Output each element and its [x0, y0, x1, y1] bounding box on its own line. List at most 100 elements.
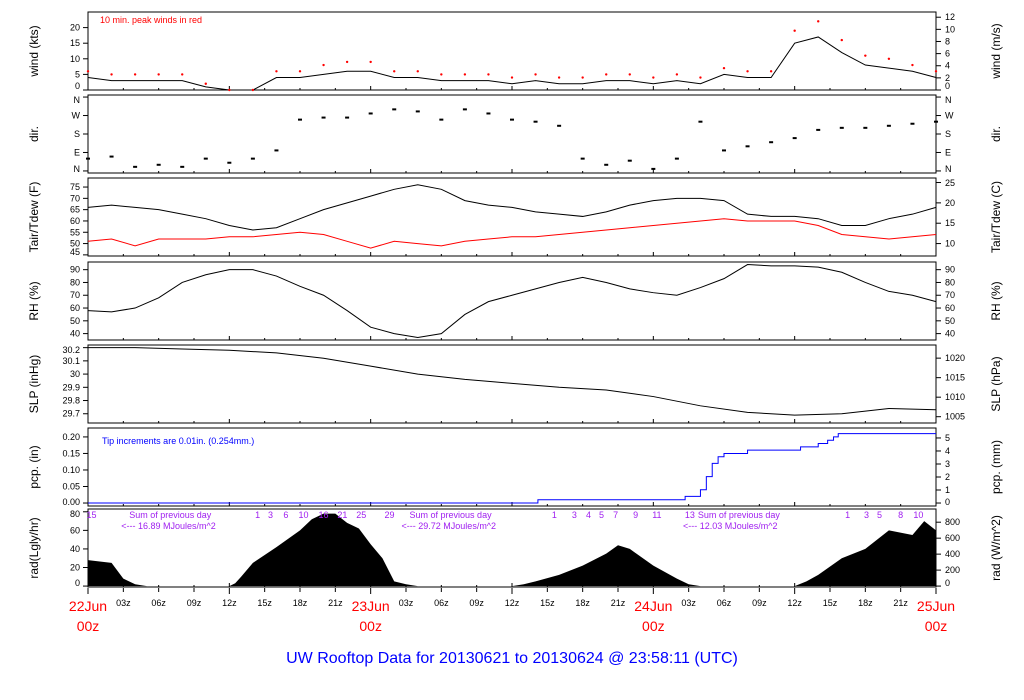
rad-hour-count: 29: [385, 510, 395, 520]
slp-left-tick-label: 29.9: [62, 382, 80, 392]
wind-peak-point: [322, 63, 325, 67]
wind-left-tick-label: 5: [75, 69, 80, 79]
temp-left-tick-label: 55: [70, 227, 80, 237]
rad-hour-count: 21: [337, 510, 347, 520]
wind-peak-point: [86, 70, 90, 73]
temp-left-tick-label: 45: [70, 247, 80, 257]
dir-panel-frame: [87, 94, 937, 174]
x-axis-hour-label: 15z: [540, 598, 555, 608]
x-axis-day-label: 23Jun: [352, 598, 390, 614]
dir-point: [298, 118, 302, 121]
rh-ylabel-right: RH (%): [989, 281, 1003, 320]
rh-panel-frame: [87, 261, 937, 341]
wind-peak-point: [581, 76, 584, 79]
rh-right-tick-label: 40: [945, 329, 955, 339]
x-axis-hour-label: 03z: [681, 598, 696, 608]
wind-peak-point: [487, 73, 490, 76]
wind-peak-point: [887, 57, 891, 60]
rh-left-tick-label: 70: [70, 290, 80, 300]
rad-daily-sum-value: <--- 12.03 MJoules/m^2: [683, 521, 778, 531]
temp-left-tick-label: 70: [70, 193, 80, 203]
rad-hour-count: 3: [864, 510, 869, 520]
temp-ylabel: Tair/Tdew (F): [27, 182, 41, 253]
rad-right-tick-label: 200: [945, 565, 960, 575]
wind-peak-point: [864, 54, 867, 57]
rad-area: [88, 513, 936, 587]
dir-right-tick-label: N: [945, 164, 952, 174]
x-axis-day-label: 24Jun: [634, 598, 672, 614]
rad-hour-count: 9: [633, 510, 638, 520]
rad-hour-count: 11: [652, 510, 661, 520]
wind-peak-point: [534, 73, 537, 76]
temp-left-tick-label: 50: [70, 239, 80, 249]
rh-ylabel: RH (%): [27, 281, 41, 320]
slp-left-tick-label: 30: [70, 369, 80, 379]
dir-point: [910, 122, 915, 125]
rad-daily-sum-label: Sum of previous day: [698, 510, 781, 520]
wind-peak-point: [369, 60, 372, 64]
slp-right-tick-label: 1010: [945, 392, 965, 402]
x-axis-hour-label: 21z: [611, 598, 626, 608]
pcp-ylabel-right: pcp. (mm): [989, 440, 1003, 494]
pcp-left-tick-label: 0.00: [62, 497, 80, 507]
dir-point: [627, 159, 632, 162]
slp-ylabel-right: SLP (hPa): [989, 356, 1003, 411]
x-axis-day-time: 00z: [77, 618, 100, 634]
x-axis-hour-label: 03z: [116, 598, 131, 608]
dir-left-tick-label: W: [72, 111, 81, 121]
wind-peak-point: [510, 76, 514, 79]
x-axis-hour-label: 12z: [787, 598, 802, 608]
dir-point: [651, 167, 656, 170]
rad-right-tick-label: 800: [945, 517, 960, 527]
pcp-ylabel: pcp. (in): [27, 445, 41, 488]
slp-panel-frame: [87, 344, 937, 424]
wind-peak-point: [275, 70, 278, 73]
dir-point: [486, 112, 491, 115]
wind-right-tick-label: 10: [945, 24, 955, 34]
wind-peak-point: [204, 82, 207, 85]
rh-right-tick-label: 90: [945, 265, 955, 275]
wind-peak-point: [699, 76, 702, 79]
wind-left-tick-label: 20: [70, 23, 80, 33]
pcp-left-tick-label: 0.05: [62, 482, 80, 492]
rh-left-tick-label: 80: [70, 277, 80, 287]
wind-peak-point: [181, 73, 184, 76]
x-axis-hour-label: 18z: [858, 598, 873, 608]
wind-ylabel-right: wind (m/s): [989, 23, 1003, 79]
wind-peak-point: [440, 73, 443, 76]
rad-left-tick-label: 20: [70, 563, 80, 573]
rh-left-tick-label: 60: [70, 303, 80, 313]
wind-right-tick-label: 4: [945, 61, 950, 71]
wind-peak-point: [675, 73, 679, 76]
dir-point: [533, 120, 538, 123]
pcp-right-tick-label: 3: [945, 459, 950, 469]
wind-peak-point: [746, 70, 749, 73]
rh-left-tick-label: 40: [70, 329, 80, 339]
wind-peak-point: [251, 88, 255, 92]
wind-series-wind: [87, 36, 937, 91]
wind-peak-point: [840, 38, 843, 42]
rad-hour-count: 3: [268, 510, 273, 520]
dir-point: [934, 120, 938, 123]
dir-point: [368, 112, 373, 115]
pcp-left-tick-label: 0.10: [62, 465, 80, 475]
dir-point: [792, 137, 797, 140]
wind-ylabel: wind (kts): [27, 25, 41, 77]
wind-peak-point: [934, 70, 938, 73]
wind-left-tick-label: 10: [70, 54, 80, 64]
dir-point: [745, 145, 750, 148]
dir-point: [816, 128, 821, 131]
x-axis-day-time: 00z: [925, 618, 948, 634]
slp-line: [88, 347, 937, 416]
dir-point: [439, 118, 444, 121]
dir-point: [133, 165, 138, 168]
rad-hour-count: 10: [913, 510, 923, 520]
slp-left-tick-label: 30.2: [62, 345, 80, 355]
dir-right-tick-label: N: [945, 95, 952, 105]
wind-peak-point: [605, 73, 608, 76]
wind-peak-point: [652, 76, 655, 79]
dir-point: [227, 161, 232, 164]
dir-point: [156, 163, 161, 166]
wind-right-tick-label: 2: [945, 73, 950, 83]
dir-point: [863, 126, 868, 129]
